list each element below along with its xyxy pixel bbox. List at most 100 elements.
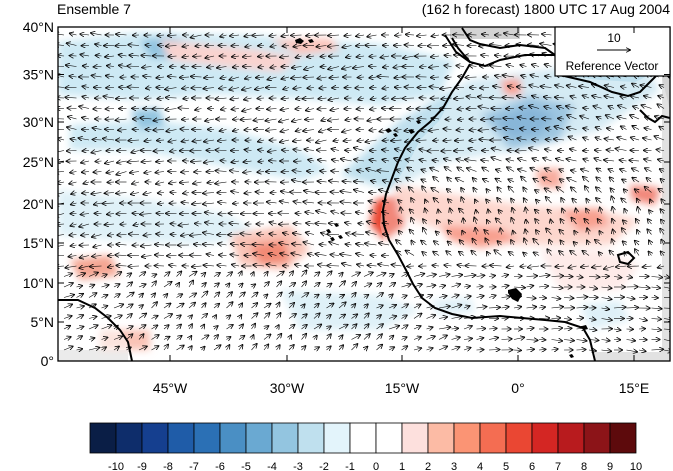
- wind-vector: [498, 210, 501, 214]
- wind-vector: [119, 65, 127, 66]
- wind-vector: [330, 255, 340, 256]
- wind-vector: [131, 193, 140, 195]
- wind-vector: [340, 202, 352, 203]
- wind-vector: [503, 97, 515, 98]
- wind-vector: [258, 56, 265, 57]
- wind-vector: [182, 140, 190, 142]
- wind-vector: [145, 45, 152, 46]
- wind-vector: [155, 172, 165, 173]
- wind-vector: [480, 66, 490, 67]
- wind-vector: [158, 45, 165, 46]
- colorbar-swatch: [583, 422, 611, 454]
- wind-vector: [422, 252, 426, 256]
- wind-vector: [604, 266, 615, 269]
- wind-vector: [195, 46, 202, 47]
- wind-vector: [396, 170, 402, 172]
- wind-vector: [495, 179, 502, 182]
- wind-vector: [587, 228, 589, 235]
- wind-vector: [279, 243, 290, 245]
- wind-vector: [397, 251, 402, 256]
- wind-vector: [398, 220, 401, 224]
- wind-vector: [205, 212, 215, 213]
- wind-vector: [158, 203, 165, 204]
- wind-vector: [598, 219, 602, 225]
- wind-vector: [165, 109, 177, 111]
- wind-vector: [529, 106, 540, 109]
- wind-vector: [443, 140, 452, 141]
- wind-vector: [405, 45, 415, 46]
- wind-vector: [127, 66, 140, 67]
- wind-vector: [659, 85, 664, 88]
- wind-vector: [554, 126, 565, 129]
- wind-vector: [488, 209, 489, 213]
- wind-vector: [596, 187, 602, 193]
- wind-vector: [574, 231, 576, 235]
- colorbar-label: -9: [137, 461, 147, 471]
- wind-vector: [253, 265, 265, 266]
- wind-vector: [460, 240, 465, 246]
- wind-vector: [443, 129, 452, 130]
- wind-vector: [556, 159, 565, 161]
- wind-vector: [369, 77, 377, 78]
- wind-vector: [632, 178, 640, 183]
- colorbar-swatch: [375, 422, 403, 454]
- wind-vector: [244, 193, 252, 194]
- wind-vector: [356, 254, 365, 256]
- wind-vector: [521, 75, 527, 77]
- wind-vector: [131, 151, 140, 153]
- colorbar-swatch: [557, 422, 585, 454]
- wind-vector: [635, 241, 639, 245]
- wind-vector: [566, 106, 577, 109]
- colorbar-swatch: [219, 422, 247, 454]
- wind-vector: [306, 232, 315, 234]
- wind-vector: [258, 161, 265, 162]
- wind-vector: [169, 182, 177, 183]
- wind-vector: [654, 136, 665, 141]
- wind-vector: [466, 96, 477, 98]
- wind-vector: [546, 197, 552, 204]
- wind-vector: [407, 149, 415, 150]
- wind-vector: [231, 191, 240, 192]
- wind-vector: [303, 242, 315, 245]
- wind-vector: [632, 84, 640, 88]
- wind-vector: [103, 139, 115, 141]
- wind-vector: [383, 201, 390, 203]
- wind-vector: [153, 130, 165, 131]
- wind-vector: [570, 251, 577, 256]
- wind-vector: [283, 46, 290, 47]
- wind-vector: [354, 148, 365, 151]
- wind-vector: [244, 98, 252, 100]
- wind-vector: [495, 76, 502, 78]
- wind-vector: [67, 43, 77, 45]
- wind-vector: [92, 235, 102, 238]
- colorbar-label: 1: [399, 461, 405, 471]
- wind-vector: [558, 118, 565, 119]
- wind-vector: [340, 191, 352, 192]
- wind-vector: [92, 256, 102, 257]
- wind-vector: [432, 265, 440, 266]
- wind-vector: [318, 181, 327, 182]
- wind-vector: [231, 109, 240, 110]
- wind-vector: [544, 97, 552, 98]
- wind-vector: [433, 177, 440, 183]
- wind-vector: [661, 220, 664, 225]
- wind-vector: [555, 85, 565, 87]
- wind-vector: [231, 244, 240, 245]
- wind-vector: [333, 140, 340, 141]
- wind-vector: [213, 273, 220, 277]
- wind-vector: [532, 96, 540, 98]
- wind-vector: [166, 46, 177, 47]
- wind-vector: [207, 182, 215, 183]
- wind-vector: [76, 273, 86, 276]
- wind-vector: [306, 109, 315, 111]
- colorbar-label: -6: [215, 461, 225, 471]
- wind-vector: [534, 252, 540, 255]
- wind-vector: [358, 223, 365, 224]
- wind-vector: [631, 137, 640, 140]
- wind-vector: [648, 219, 652, 225]
- reference-vector-magnitude: 10: [607, 31, 621, 45]
- reference-vector-label: Reference Vector: [566, 59, 659, 73]
- wind-vector: [612, 219, 614, 225]
- wind-vector: [399, 231, 402, 235]
- wind-vector: [515, 151, 527, 152]
